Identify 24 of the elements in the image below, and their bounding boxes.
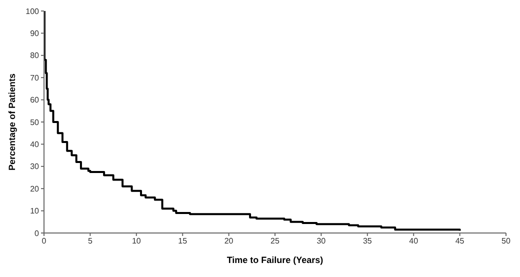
y-tick-label: 20: [30, 184, 40, 194]
y-tick-label: 30: [30, 162, 40, 172]
x-axis-title: Time to Failure (Years): [226, 255, 324, 265]
y-tick-label: 50: [30, 118, 40, 127]
x-tick-label: 15: [178, 236, 188, 246]
y-tick-label: 0: [34, 228, 40, 238]
y-axis-title: Percentage of Patients: [7, 73, 18, 171]
x-tick-label: 20: [224, 236, 234, 246]
y-tick-label: 100: [26, 6, 40, 16]
y-tick-label: 10: [30, 206, 40, 216]
x-tick-label: 40: [409, 236, 419, 246]
x-tick-label: 25: [270, 236, 280, 246]
x-tick-label: 30: [316, 236, 326, 246]
y-tick-label: 40: [30, 140, 40, 150]
y-tick-label: 70: [30, 73, 40, 82]
x-tick-label: 5: [88, 236, 93, 246]
x-tick-label: 35: [362, 236, 372, 246]
x-tick-label: 45: [455, 236, 465, 246]
x-tick-label: 50: [502, 236, 511, 246]
y-tick-label: 90: [30, 29, 40, 38]
x-tick-label: 10: [132, 236, 142, 246]
x-tick-label: 0: [42, 236, 47, 246]
y-tick-label: 60: [30, 96, 40, 105]
y-tick-label: 80: [30, 51, 40, 60]
